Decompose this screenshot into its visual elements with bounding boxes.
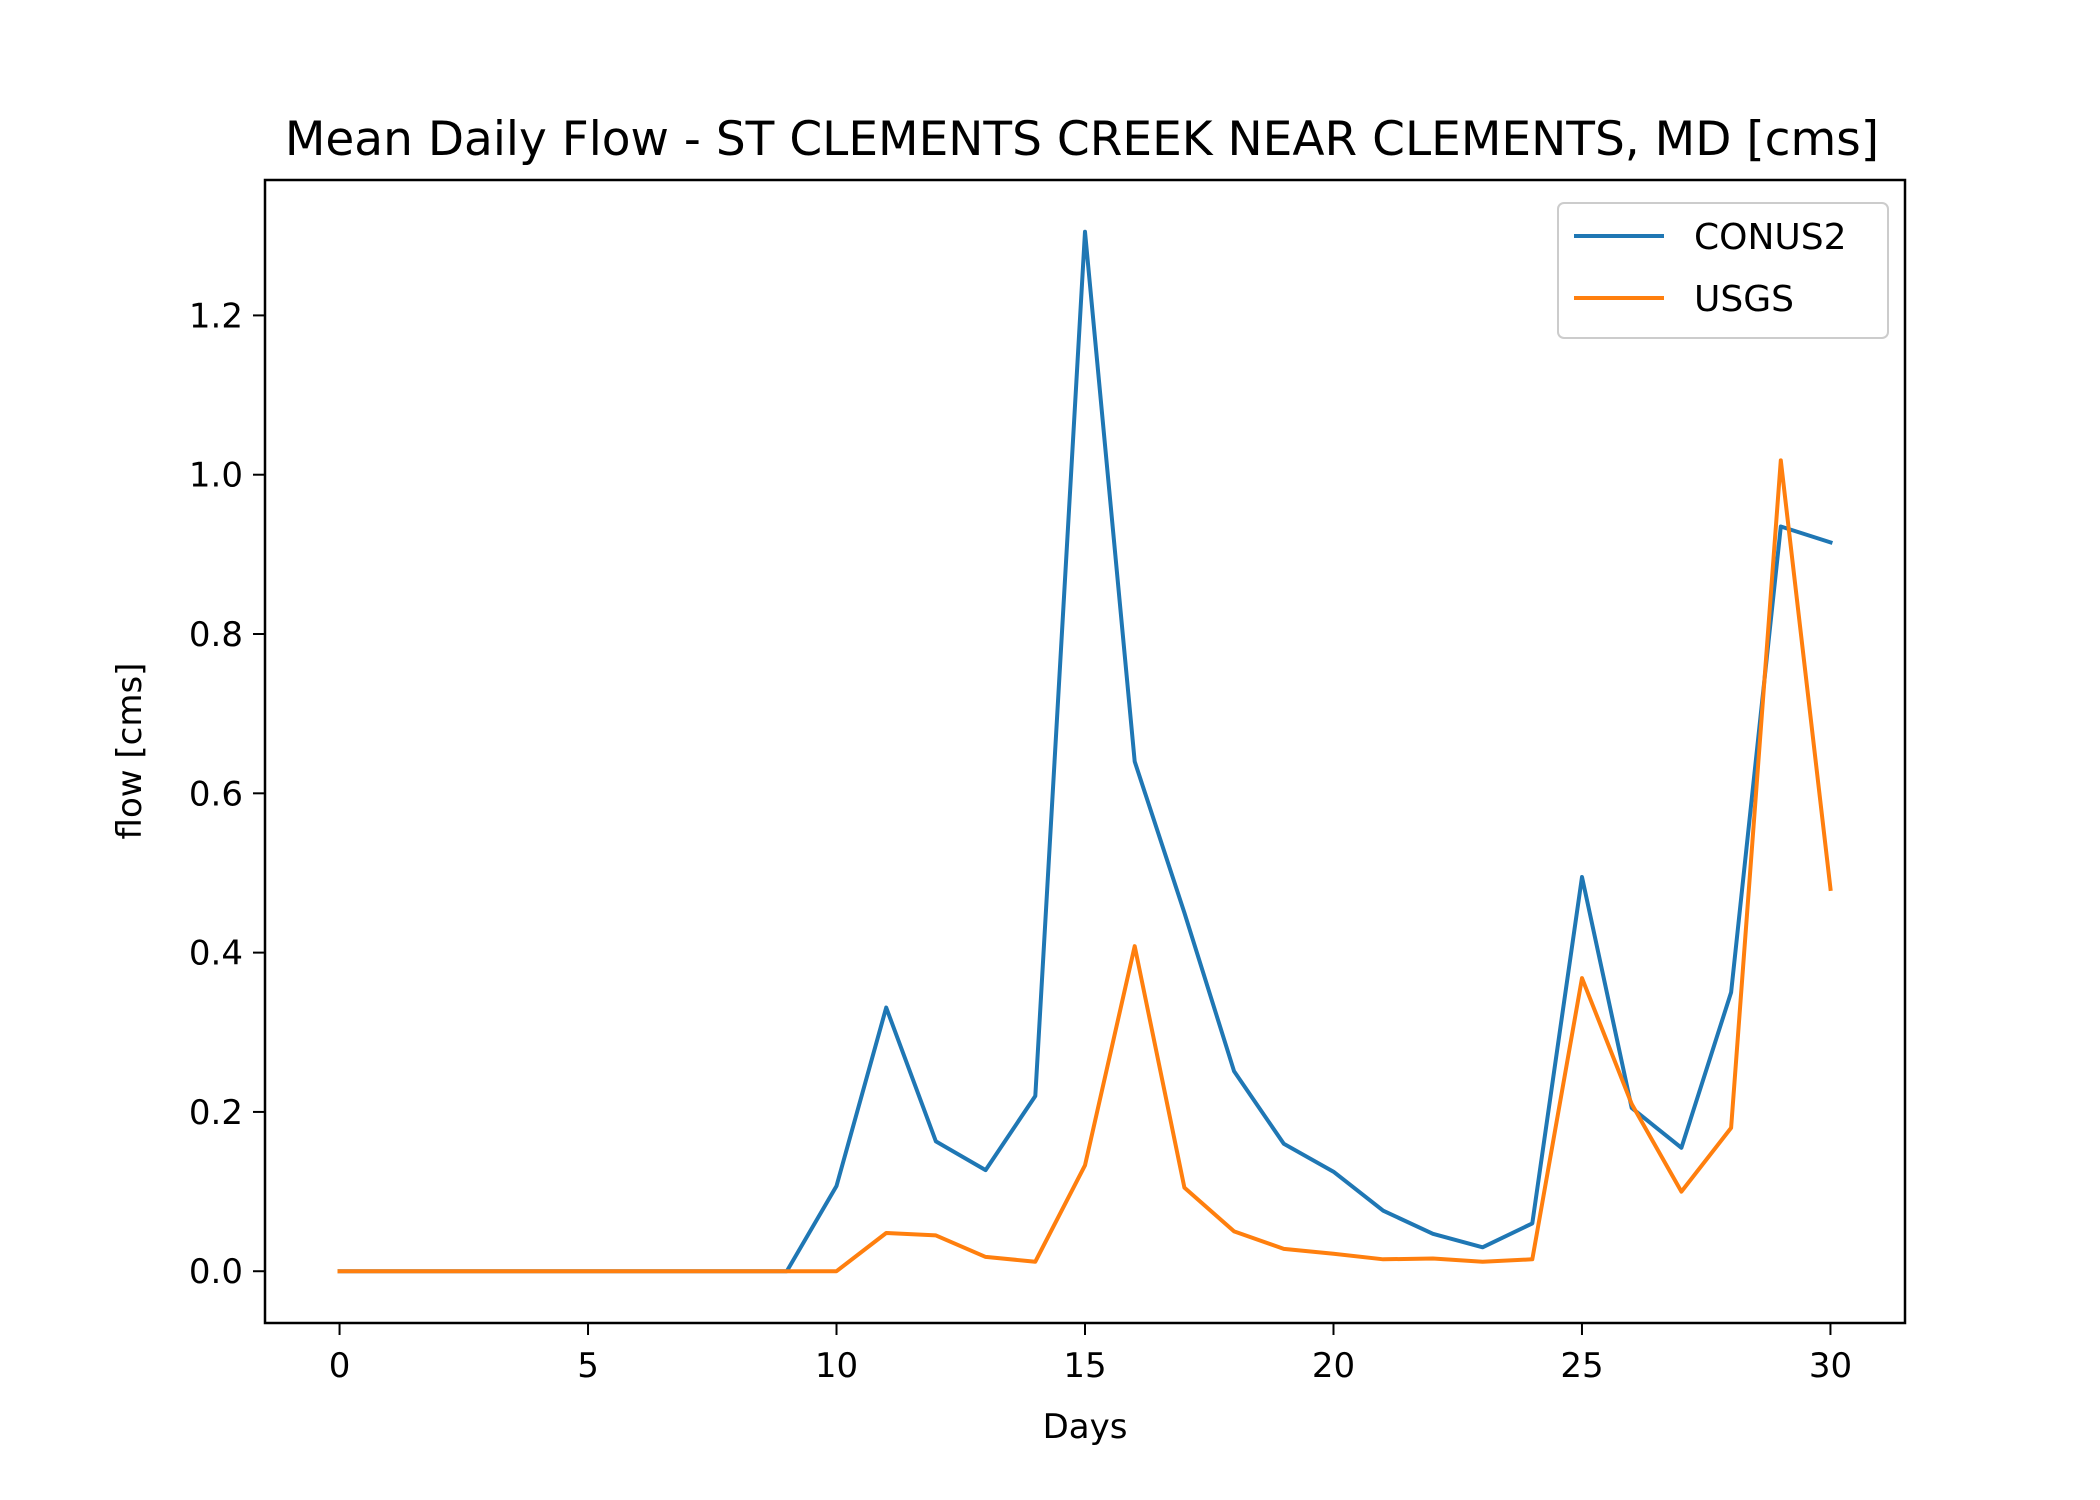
y-tick-label: 0.2: [189, 1093, 243, 1133]
x-tick-label: 10: [815, 1346, 858, 1386]
y-tick-label: 0.0: [189, 1252, 243, 1292]
legend-label-conus2: CONUS2: [1694, 217, 1847, 258]
plot-area: [337, 229, 1834, 1274]
y-tick-label: 1.2: [189, 296, 243, 336]
x-tick-label: 0: [329, 1346, 351, 1386]
ticks: 0 5 10 15 20 25 30 0.0 0.2 0.4 0.6 0.8 1.0 1.2: [189, 296, 1852, 1386]
y-axis-label: flow [cms]: [110, 663, 150, 840]
legend-label-usgs: USGS: [1694, 279, 1794, 320]
x-tick-label: 30: [1809, 1346, 1852, 1386]
legend: CONUS2 USGS: [1557, 202, 1889, 339]
x-tick-label: 5: [577, 1346, 599, 1386]
y-tick-label: 0.4: [189, 934, 243, 974]
x-tick-label: 25: [1560, 1346, 1603, 1386]
x-axis-label: Days: [1043, 1407, 1128, 1447]
x-tick-label: 15: [1063, 1346, 1106, 1386]
chart-title: Mean Daily Flow - ST CLEMENTS CREEK NEAR…: [285, 112, 1879, 167]
y-tick-label: 0.8: [189, 615, 243, 655]
y-tick-label: 1.0: [189, 456, 243, 496]
series-line-usgs: [337, 458, 1833, 1274]
y-tick-label: 0.6: [189, 774, 243, 814]
x-tick-label: 20: [1312, 1346, 1355, 1386]
